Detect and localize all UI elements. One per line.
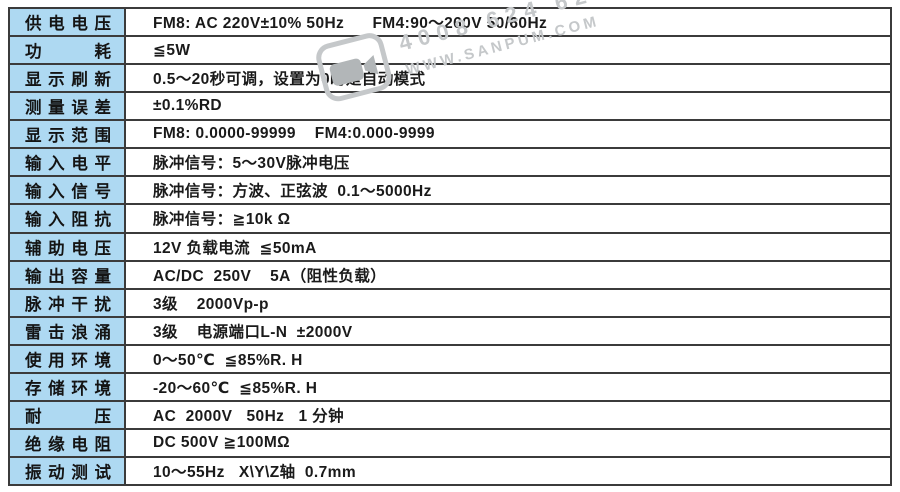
spec-label: 输入电平 xyxy=(25,155,111,174)
table-row: 输出容量 AC/DC 250V 5A（阻性负载） xyxy=(10,259,890,288)
spec-value-cell: 0～50℃ ≦85%R. H xyxy=(126,346,890,372)
spec-label-cell: 雷击浪涌 xyxy=(10,317,126,344)
spec-value: 3级 2000Vp-p xyxy=(153,295,269,313)
table-row: 雷击浪涌 3级 电源端口L-N ±2000V xyxy=(10,315,890,344)
spec-label: 显示刷新 xyxy=(25,71,111,90)
spec-label: 使用环境 xyxy=(25,351,111,370)
spec-value: AC/DC 250V 5A（阻性负载） xyxy=(153,267,387,285)
spec-value: 脉冲信号：≧10k Ω xyxy=(153,211,291,229)
spec-label-cell: 功 耗 xyxy=(10,37,126,64)
spec-value: FM8: 0.0000-99999 FM4:0.000-9999 xyxy=(153,125,435,143)
spec-value-cell: 脉冲信号：≧10k Ω xyxy=(126,205,890,231)
spec-value: 脉冲信号：方波、正弦波 0.1～5000Hz xyxy=(153,183,432,201)
spec-label-cell: 绝缘电阻 xyxy=(10,429,126,456)
spec-label-cell: 输入信号 xyxy=(10,177,126,204)
spec-value-cell: FM8: AC 220V±10% 50Hz FM4:90～260V 50/60H… xyxy=(126,9,890,35)
spec-label-cell: 显示刷新 xyxy=(10,65,126,92)
spec-value-cell: 10～55Hz X\Y\Z轴 0.7mm xyxy=(126,458,890,484)
table-row: 振动测试 10～55Hz X\Y\Z轴 0.7mm xyxy=(10,456,890,485)
spec-value: 10～55Hz X\Y\Z轴 0.7mm xyxy=(153,464,357,482)
spec-value-cell: ±0.1%RD xyxy=(126,93,890,119)
spec-value-cell: 0.5～20秒可调，设置为0时是自动模式 xyxy=(126,65,890,91)
spec-value: 3级 电源端口L-N ±2000V xyxy=(153,323,353,341)
spec-label-cell: 辅助电压 xyxy=(10,233,126,260)
spec-value: AC 2000V 50Hz 1 分钟 xyxy=(153,407,344,425)
spec-value-cell: FM8: 0.0000-99999 FM4:0.000-9999 xyxy=(126,121,890,147)
spec-value: DC 500V ≧100MΩ xyxy=(153,434,290,452)
spec-label: 输出容量 xyxy=(25,267,111,286)
spec-value: 脉冲信号：5～30V脉冲电压 xyxy=(153,155,350,173)
table-row: 显示刷新 0.5～20秒可调，设置为0时是自动模式 xyxy=(10,63,890,92)
spec-label-cell: 显示范围 xyxy=(10,121,126,148)
spec-value-cell: 脉冲信号：5～30V脉冲电压 xyxy=(126,149,890,175)
spec-value-cell: 12V 负载电流 ≦50mA xyxy=(126,234,890,260)
spec-value-cell: 3级 电源端口L-N ±2000V xyxy=(126,318,890,344)
spec-label: 输入阻抗 xyxy=(25,211,111,230)
spec-label-cell: 输入阻抗 xyxy=(10,205,126,232)
spec-value: 0～50℃ ≦85%R. H xyxy=(153,351,303,369)
spec-label: 功 耗 xyxy=(25,43,111,62)
spec-label: 雷击浪涌 xyxy=(25,323,111,342)
spec-value: ±0.1%RD xyxy=(153,97,223,115)
table-row: 使用环境 0～50℃ ≦85%R. H xyxy=(10,343,890,372)
spec-label: 输入信号 xyxy=(25,183,111,202)
table-row: 输入电平 脉冲信号：5～30V脉冲电压 xyxy=(10,147,890,176)
spec-label-cell: 使用环境 xyxy=(10,345,126,372)
spec-label-cell: 存储环境 xyxy=(10,373,126,400)
table-row: 存储环境 -20～60℃ ≦85%R. H xyxy=(10,371,890,400)
spec-value-cell: -20～60℃ ≦85%R. H xyxy=(126,374,890,400)
spec-value: ≦5W xyxy=(153,41,191,59)
spec-value-cell: AC/DC 250V 5A（阻性负载） xyxy=(126,262,890,288)
spec-label-cell: 输出容量 xyxy=(10,261,126,288)
spec-label-cell: 供电电压 xyxy=(10,9,126,36)
spec-label: 振动测试 xyxy=(25,464,111,483)
table-row: 输入阻抗 脉冲信号：≧10k Ω xyxy=(10,203,890,232)
table-row: 辅助电压 12V 负载电流 ≦50mA xyxy=(10,231,890,260)
spec-label: 存储环境 xyxy=(25,379,111,398)
spec-value: 12V 负载电流 ≦50mA xyxy=(153,239,317,257)
spec-value-cell: 脉冲信号：方波、正弦波 0.1～5000Hz xyxy=(126,177,890,203)
spec-value-cell: DC 500V ≧100MΩ xyxy=(126,430,890,456)
table-row: 绝缘电阻 DC 500V ≧100MΩ xyxy=(10,427,890,456)
spec-label-cell: 测量误差 xyxy=(10,93,126,120)
spec-label-cell: 振动测试 xyxy=(10,458,126,485)
spec-value: -20～60℃ ≦85%R. H xyxy=(153,379,318,397)
spec-label-cell: 耐 压 xyxy=(10,401,126,428)
spec-table: 供电电压 FM8: AC 220V±10% 50Hz FM4:90～260V 5… xyxy=(8,7,892,486)
spec-value: 0.5～20秒可调，设置为0时是自动模式 xyxy=(153,71,426,89)
spec-value-cell: ≦5W xyxy=(126,37,890,63)
table-row: 输入信号 脉冲信号：方波、正弦波 0.1～5000Hz xyxy=(10,175,890,204)
spec-label: 脉冲干扰 xyxy=(25,295,111,314)
table-row: 供电电压 FM8: AC 220V±10% 50Hz FM4:90～260V 5… xyxy=(10,9,890,36)
spec-label: 辅助电压 xyxy=(25,239,111,258)
spec-label: 测量误差 xyxy=(25,99,111,118)
table-row: 耐 压 AC 2000V 50Hz 1 分钟 xyxy=(10,399,890,428)
spec-label: 绝缘电阻 xyxy=(25,435,111,454)
table-row: 测量误差 ±0.1%RD xyxy=(10,91,890,120)
table-row: 功 耗 ≦5W xyxy=(10,35,890,64)
table-row: 显示范围 FM8: 0.0000-99999 FM4:0.000-9999 xyxy=(10,119,890,148)
spec-label-cell: 输入电平 xyxy=(10,149,126,176)
spec-label: 供电电压 xyxy=(25,15,111,34)
spec-label-cell: 脉冲干扰 xyxy=(10,289,126,316)
spec-label: 耐 压 xyxy=(25,407,111,426)
spec-value: FM8: AC 220V±10% 50Hz FM4:90～260V 50/60H… xyxy=(153,15,548,33)
spec-value-cell: AC 2000V 50Hz 1 分钟 xyxy=(126,402,890,428)
spec-value-cell: 3级 2000Vp-p xyxy=(126,290,890,316)
spec-label: 显示范围 xyxy=(25,127,111,146)
table-row: 脉冲干扰 3级 2000Vp-p xyxy=(10,287,890,316)
